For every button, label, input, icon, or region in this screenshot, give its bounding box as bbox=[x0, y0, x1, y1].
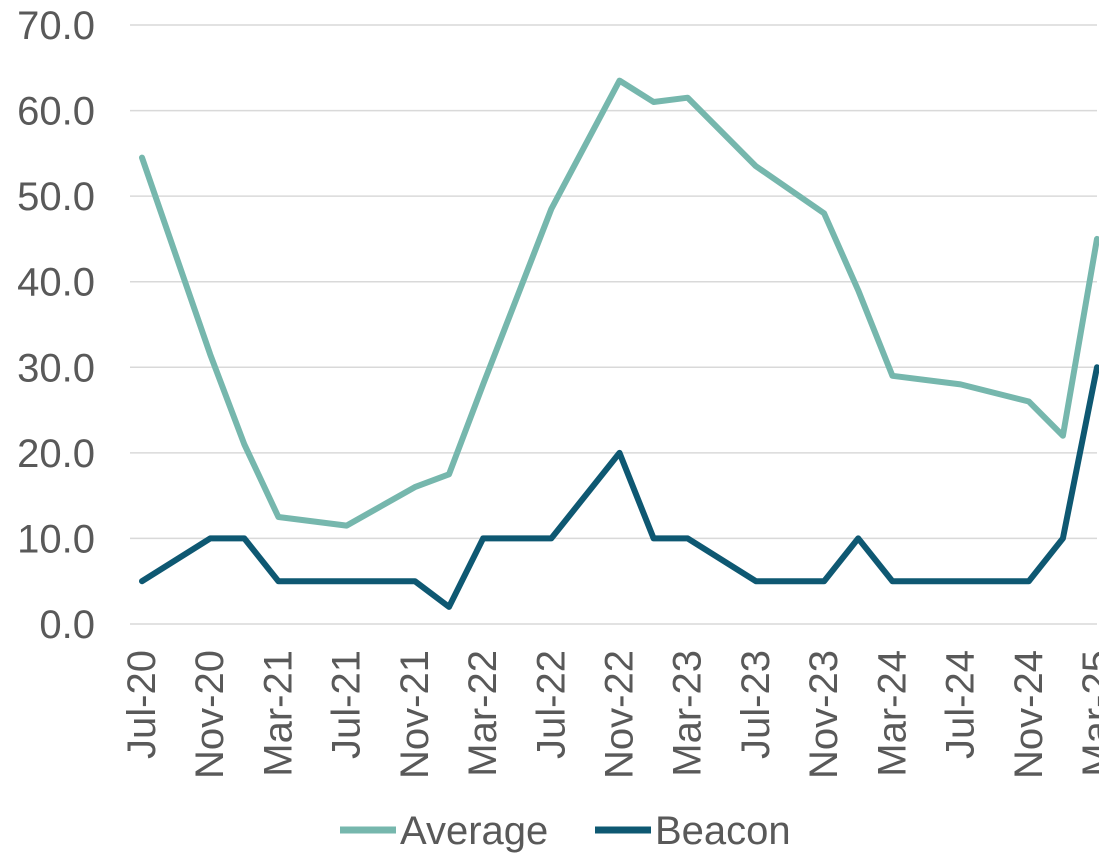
x-tick-label: Nov-23 bbox=[802, 650, 846, 779]
x-tick-label: Jul-21 bbox=[325, 650, 369, 759]
x-tick-label: Mar-23 bbox=[666, 650, 710, 777]
x-tick-label: Nov-24 bbox=[1007, 650, 1051, 779]
x-tick-label: Mar-21 bbox=[256, 650, 300, 777]
x-axis: Jul-20 Nov-20 Mar-21 Jul-21 Nov-21 Mar-22 Jul-… bbox=[120, 650, 1099, 779]
x-tick-label: Mar-25 bbox=[1075, 650, 1099, 777]
series-line-average bbox=[139, 77, 1099, 529]
y-tick-label: 50.0 bbox=[17, 175, 95, 219]
legend-label-average: Average bbox=[400, 809, 548, 853]
y-tick-label: 30.0 bbox=[17, 346, 95, 390]
y-tick-label: 70.0 bbox=[17, 4, 95, 48]
series-lines bbox=[139, 77, 1099, 610]
y-tick-label: 40.0 bbox=[17, 261, 95, 305]
x-tick-label: Jul-22 bbox=[529, 650, 573, 759]
x-tick-label: Jul-20 bbox=[120, 650, 164, 759]
y-tick-label: 10.0 bbox=[17, 517, 95, 561]
legend: Average Beacon bbox=[340, 809, 791, 853]
x-tick-label: Jul-24 bbox=[939, 650, 983, 759]
y-tick-label: 20.0 bbox=[17, 432, 95, 476]
x-tick-label: Mar-24 bbox=[870, 650, 914, 777]
y-tick-label: 60.0 bbox=[17, 90, 95, 134]
x-tick-label: Mar-22 bbox=[461, 650, 505, 777]
gridlines bbox=[130, 24, 1097, 625]
y-axis: 0.0 10.0 20.0 30.0 40.0 50.0 60.0 70.0 bbox=[17, 4, 95, 647]
x-tick-label: Jul-23 bbox=[734, 650, 778, 759]
legend-label-beacon: Beacon bbox=[655, 809, 791, 853]
x-tick-label: Nov-21 bbox=[393, 650, 437, 779]
y-tick-label: 0.0 bbox=[39, 603, 95, 647]
x-tick-label: Nov-20 bbox=[188, 650, 232, 779]
x-tick-label: Nov-22 bbox=[598, 650, 642, 779]
series-line-beacon bbox=[139, 364, 1099, 610]
